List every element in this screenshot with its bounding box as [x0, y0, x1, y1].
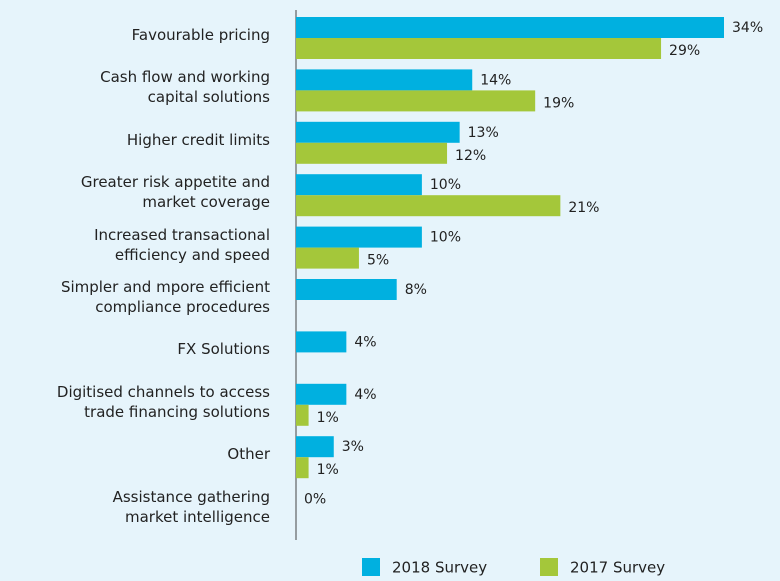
- category-label: Other: [227, 445, 270, 464]
- bar: [296, 404, 309, 426]
- value-label: 12%: [455, 148, 486, 164]
- category-label: Simpler and mpore efficient compliance p…: [60, 278, 270, 316]
- value-label: 0%: [304, 492, 326, 508]
- bar: [296, 17, 724, 38]
- bar: [296, 436, 334, 458]
- value-label: 1%: [317, 462, 339, 478]
- bar: [296, 247, 359, 269]
- value-label: 21%: [568, 200, 599, 216]
- value-label: 34%: [732, 20, 763, 36]
- bar: [296, 121, 460, 143]
- value-label: 10%: [430, 230, 461, 246]
- bar: [296, 142, 448, 164]
- legend-swatch: [362, 558, 380, 576]
- bar: [296, 195, 561, 217]
- legend-label: 2018 Survey: [392, 559, 487, 577]
- bar: [296, 226, 422, 248]
- category-label: Assistance gathering market intelligence: [112, 487, 270, 526]
- value-label: 13%: [468, 125, 499, 141]
- category-label: Greater risk appetite and market coverag…: [80, 173, 270, 212]
- value-label: 29%: [669, 43, 700, 59]
- bar: [296, 69, 473, 91]
- value-label: 10%: [430, 177, 461, 193]
- bar: [296, 174, 422, 196]
- category-label: Digitised channels to access trade finan…: [56, 382, 270, 421]
- legend-swatch: [540, 558, 558, 576]
- category-label: Higher credit limits: [126, 130, 270, 149]
- category-label: Cash flow and working capital solutions: [100, 68, 270, 107]
- value-label: 8%: [405, 282, 427, 298]
- category-label: Increased transactional efficiency and s…: [94, 225, 270, 264]
- bar: [296, 90, 536, 112]
- value-label: 5%: [367, 253, 389, 269]
- category-label: Favourable pricing: [131, 26, 270, 44]
- bar: [296, 38, 662, 59]
- value-label: 14%: [480, 72, 511, 88]
- category-label: FX Solutions: [177, 340, 270, 359]
- bar: [296, 331, 347, 353]
- value-label: 19%: [543, 95, 574, 111]
- bar: [296, 279, 397, 300]
- value-label: 4%: [354, 334, 376, 350]
- legend-label: 2017 Survey: [570, 559, 665, 577]
- bar: [296, 383, 347, 405]
- value-label: 4%: [354, 387, 376, 403]
- value-label: 3%: [342, 439, 364, 455]
- value-label: 1%: [317, 410, 339, 426]
- bar: [296, 457, 309, 479]
